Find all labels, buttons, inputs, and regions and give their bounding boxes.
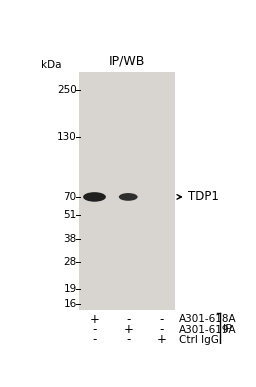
- Ellipse shape: [83, 192, 106, 202]
- Ellipse shape: [119, 193, 138, 201]
- Text: -: -: [92, 323, 97, 336]
- Text: -: -: [160, 313, 164, 325]
- Text: -: -: [126, 334, 130, 346]
- Text: 19: 19: [63, 284, 77, 294]
- Text: 70: 70: [63, 192, 77, 202]
- Text: IP/WB: IP/WB: [109, 54, 145, 67]
- Text: -: -: [92, 334, 97, 346]
- Text: -: -: [126, 313, 130, 325]
- Text: TDP1: TDP1: [188, 190, 219, 204]
- Text: Ctrl IgG: Ctrl IgG: [179, 335, 219, 345]
- Text: IP: IP: [222, 324, 232, 334]
- Text: kDa: kDa: [41, 60, 61, 70]
- Text: A301-618A: A301-618A: [179, 314, 237, 324]
- Text: +: +: [90, 313, 99, 325]
- Text: 16: 16: [63, 299, 77, 309]
- Text: 51: 51: [63, 210, 77, 220]
- Text: +: +: [157, 334, 167, 346]
- Text: 38: 38: [63, 234, 77, 244]
- Text: -: -: [160, 323, 164, 336]
- Text: A301-619A: A301-619A: [179, 325, 237, 334]
- Text: 250: 250: [57, 85, 77, 95]
- Text: +: +: [123, 323, 133, 336]
- Text: 28: 28: [63, 257, 77, 267]
- Bar: [79, 72, 175, 310]
- Text: 130: 130: [57, 132, 77, 142]
